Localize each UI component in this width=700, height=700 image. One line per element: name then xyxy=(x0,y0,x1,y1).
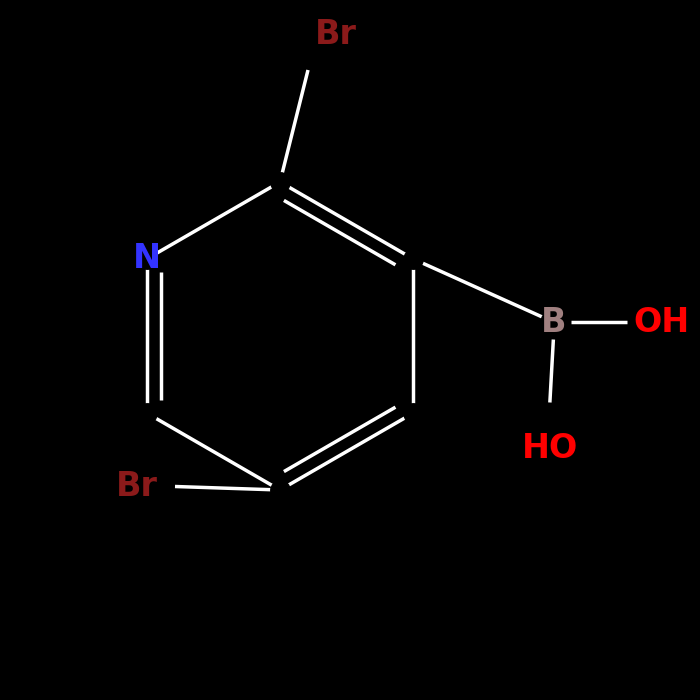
Text: OH: OH xyxy=(634,305,690,339)
Text: B: B xyxy=(540,305,566,339)
Text: Br: Br xyxy=(116,470,158,503)
Text: N: N xyxy=(132,242,161,276)
Text: Br: Br xyxy=(315,18,357,52)
Text: HO: HO xyxy=(522,431,578,465)
